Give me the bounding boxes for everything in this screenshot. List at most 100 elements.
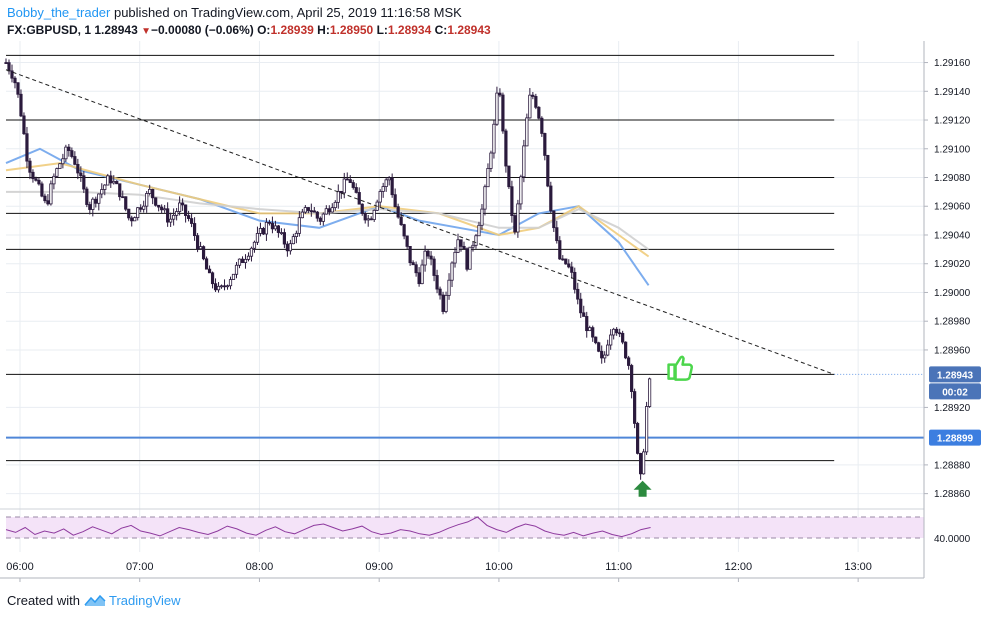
candle-body [357, 192, 361, 205]
change-down-arrow-icon: ▼ [141, 26, 151, 37]
candle-body [510, 186, 514, 216]
high-value: 1.28950 [329, 23, 374, 37]
candle-body [606, 344, 610, 356]
candle-body [297, 217, 301, 234]
candle-body [163, 208, 167, 211]
candle-body [588, 327, 592, 332]
candle-body [258, 228, 263, 234]
candle-body [369, 218, 373, 221]
candle-body [639, 453, 643, 475]
candle-body [456, 239, 460, 253]
price-badge-2: 1.28899 [929, 429, 981, 446]
candle-body [483, 186, 487, 210]
open-value: 1.28939 [270, 23, 314, 37]
candle-body [618, 332, 622, 335]
symbol-label[interactable]: FX:GBPUSD, 1 [7, 23, 92, 37]
candle-body [615, 328, 619, 334]
candle-body [270, 222, 275, 230]
candle-body [516, 203, 520, 233]
candle-body [507, 165, 511, 188]
candle-body [139, 207, 143, 210]
candle-body [73, 156, 77, 165]
candle-body [94, 198, 98, 204]
tradingview-brand-link[interactable]: TradingView [108, 593, 181, 608]
chart-grid [6, 41, 924, 552]
candle-body [600, 350, 604, 359]
rsi-line [5, 516, 651, 538]
candle-body [390, 177, 394, 196]
candle-body [345, 178, 349, 181]
candle-body [228, 279, 233, 287]
y-tick-label-7: 1.29040 [934, 230, 971, 241]
candle-body [309, 210, 313, 213]
candle-body [645, 406, 649, 453]
candle-body [276, 225, 281, 233]
candle-body [246, 255, 251, 260]
candle-body [438, 288, 442, 296]
candle-body [82, 175, 86, 190]
candle-body [249, 247, 254, 257]
footer: Created with TradingView [7, 593, 181, 608]
candle-body [201, 246, 206, 260]
candle-body [285, 243, 289, 252]
candle-body [498, 92, 502, 96]
price-badge-bg [929, 383, 981, 400]
candle-body [46, 200, 50, 205]
candle-body [154, 197, 158, 206]
y-tick-label-9: 1.29080 [934, 173, 971, 184]
candle-body [213, 283, 218, 291]
price-badge-label: 00:02 [942, 387, 968, 398]
candle-body [16, 82, 20, 95]
candle-body [471, 244, 475, 248]
candle-body [237, 258, 242, 266]
candle-body [121, 196, 125, 199]
candle-body [522, 145, 526, 178]
open-label: O: [257, 23, 271, 37]
y-tick-label-11: 1.29120 [934, 116, 971, 127]
candle-body [543, 133, 547, 156]
candle-body [393, 194, 397, 208]
candle-body [4, 62, 8, 64]
y-tick-label-2: 1.28920 [934, 403, 971, 414]
candle-body [408, 245, 412, 264]
candle-body [594, 336, 598, 344]
candle-body [474, 235, 478, 246]
low-value: 1.28934 [387, 23, 432, 37]
candle-body [627, 357, 631, 366]
candle-body [591, 327, 595, 338]
y-tick-label-12: 1.29140 [934, 87, 971, 98]
candle-body [525, 117, 529, 147]
candle-body [112, 181, 116, 184]
candle-body [573, 271, 577, 290]
candle-body [61, 158, 65, 165]
candle-body [447, 279, 451, 296]
thumbs-up-shape [667, 355, 694, 381]
rsi-band-fill [6, 517, 924, 538]
candle-body [303, 207, 307, 213]
candle-body [537, 106, 541, 119]
candle-body [636, 423, 640, 454]
up-arrow-icon [633, 480, 652, 497]
close-label: C: [434, 23, 448, 37]
candle-body [480, 208, 484, 226]
candle-body [28, 160, 32, 173]
candle-body [178, 202, 182, 212]
candle-body [564, 258, 568, 265]
candle-body [504, 130, 508, 167]
candle-body [187, 215, 191, 219]
candle-body [79, 172, 83, 177]
candle-body [513, 215, 517, 233]
y-tick-label-6: 1.29020 [934, 259, 971, 270]
moving-averages [5, 147, 650, 286]
candle-body [612, 328, 616, 336]
candle-body [585, 316, 589, 332]
candle-body [100, 189, 104, 195]
candle-body [169, 218, 173, 223]
candle-body [321, 213, 325, 222]
candle-body [216, 285, 221, 291]
author-link[interactable]: Bobby_the_trader [7, 5, 111, 20]
x-tick-label-0: 06:00 [6, 561, 34, 573]
candle-body [468, 246, 472, 270]
low-label: L: [376, 23, 388, 37]
